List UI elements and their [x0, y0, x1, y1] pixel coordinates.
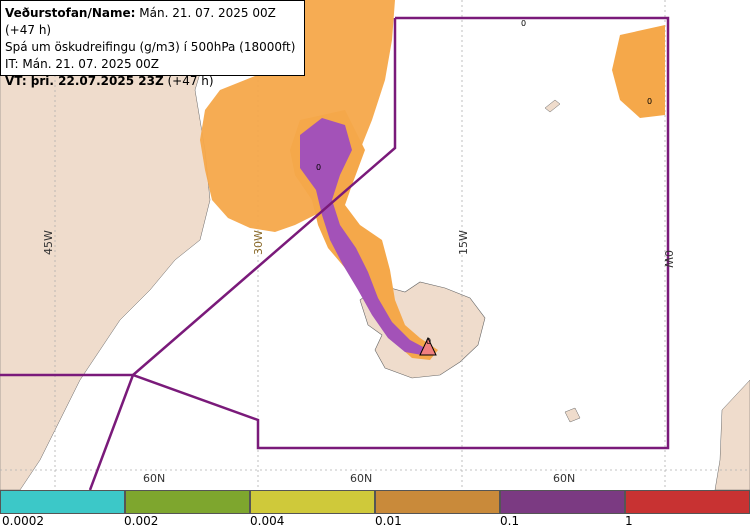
- issuer-value: Mán. 21. 07. 2025 00Z (+47 h): [5, 6, 276, 37]
- legend-bin-3: [250, 490, 375, 514]
- ash-plume-high-core: [300, 118, 425, 355]
- issue-time: IT: Mán. 21. 07. 2025 00Z: [5, 57, 159, 71]
- lon-label-30w: 30W: [252, 230, 265, 255]
- lon-label-15w: 15W: [457, 230, 470, 255]
- faroe-islands: [564, 407, 581, 423]
- contour-label: 0: [521, 19, 526, 28]
- lon-label-0w: 0W: [662, 250, 675, 268]
- ash-plume-low-greenland: [200, 0, 395, 232]
- contour-label: 0: [647, 97, 652, 106]
- jan-mayen: [544, 99, 561, 113]
- volcano-marker-icon: [419, 336, 437, 356]
- valid-time-label: VT: þri. 22.07.2025 23Z: [5, 74, 164, 88]
- legend-tick: 1: [625, 514, 633, 528]
- legend-tick: 0.01: [375, 514, 402, 528]
- legend-bin-5: [500, 490, 625, 514]
- legend-bin-6: [625, 490, 750, 514]
- valid-time-offset: (+47 h): [163, 74, 214, 88]
- lat-label-60n-right: 60N: [553, 472, 575, 485]
- issuer-label: Veðurstofan/Name:: [5, 6, 136, 20]
- issuer-line: Veðurstofan/Name: Mán. 21. 07. 2025 00Z …: [5, 5, 300, 39]
- legend-bin-1: [0, 490, 125, 514]
- fir-boundary: [0, 16, 670, 490]
- concentration-legend: 0.0002 0.002 0.004 0.01 0.1 1: [0, 490, 750, 532]
- product-title: Spá um öskudreifingu (g/m3) í 500hPa (18…: [5, 40, 296, 54]
- contour-label: 0: [316, 163, 321, 172]
- valid-time-line: VT: þri. 22.07.2025 23Z (+47 h): [5, 73, 300, 90]
- legend-tick: 0.002: [124, 514, 159, 528]
- lat-label-60n-center: 60N: [350, 472, 372, 485]
- legend-bin-4: [375, 490, 500, 514]
- lon-label-45w: 45W: [42, 230, 55, 255]
- lat-label-60n-left: 60N: [143, 472, 165, 485]
- map-canvas: 45W 30W 15W 0W 60N 60N 60N 0 0 0 0: [0, 0, 750, 490]
- legend-tick: 0.0002: [2, 514, 44, 528]
- contour-label: 0: [426, 337, 431, 346]
- forecast-info-box: Veðurstofan/Name: Mán. 21. 07. 2025 00Z …: [0, 0, 305, 88]
- ash-patch-northeast: [612, 25, 665, 118]
- legend-tick: 0.1: [500, 514, 520, 528]
- norway-land: [714, 379, 750, 490]
- legend-bin-2: [125, 490, 250, 514]
- legend-tick: 0.004: [250, 514, 285, 528]
